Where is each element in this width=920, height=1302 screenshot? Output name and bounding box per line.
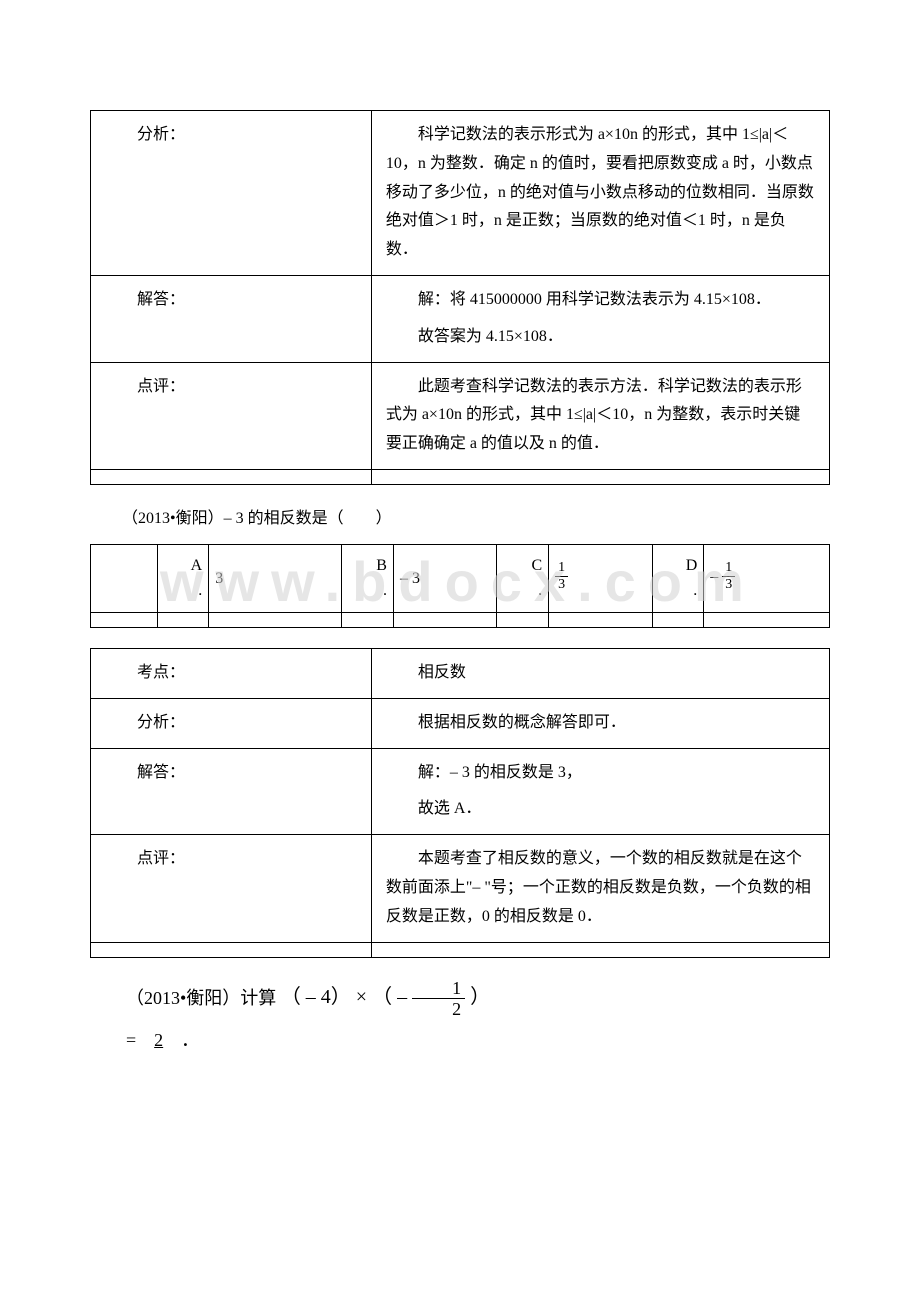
fraction: 1 3 [555,560,568,592]
row-label: 解答： [91,748,372,835]
mc-option-letter: D. [652,544,704,612]
content-paragraph: 故选 A． [386,795,815,824]
row-content: 解：将 415000000 用科学记数法表示为 4.15×108． 故答案为 4… [371,275,829,362]
mc-option-value: – 1 3 [704,544,830,612]
content-paragraph: 故答案为 4.15×108． [386,323,815,352]
row-content: 根据相反数的概念解答即可． [371,698,829,748]
table-row: 解答： 解：将 415000000 用科学记数法表示为 4.15×108． 故答… [91,275,830,362]
fraction-numerator: 1 [412,978,465,1000]
mc-option-letter: B. [342,544,394,612]
fraction: 1 3 [722,560,735,592]
table-row: 点评： 本题考查了相反数的意义，一个数的相反数就是在这个数前面添上"– "号；一… [91,835,830,942]
explanation-table-1: 分析： 科学记数法的表示形式为 a×10n 的形式，其中 1≤|a|＜10，n … [90,110,830,485]
fraction-numerator: 1 [555,560,568,576]
mc-option-letter: C. [497,544,549,612]
empty-cell [371,942,829,957]
row-label: 点评： [91,835,372,942]
table-row: 分析： 根据相反数的概念解答即可． [91,698,830,748]
answer-line: = 2 ． [90,1026,830,1052]
answer-suffix: ． [163,1030,199,1050]
mc-option-letter: A. [157,544,209,612]
fraction-denominator: 3 [722,577,735,592]
row-label: 分析： [91,111,372,276]
content-paragraph: 解：将 415000000 用科学记数法表示为 4.15×108． [386,286,815,315]
mc-option-value: 3 [209,544,342,612]
mc-spacer [91,544,158,612]
fraction-numerator: 1 [722,560,735,576]
row-label: 点评： [91,362,372,469]
multiple-choice-table: A. 3 B. – 3 C. 1 3 D. – 1 3 [90,544,830,628]
question-prefix: （2013•衡阳）计算 [126,987,276,1007]
content-paragraph: 根据相反数的概念解答即可． [386,709,815,738]
empty-cell [91,942,372,957]
expr-right: ） [470,986,490,1008]
empty-cell [371,469,829,484]
row-content: 解：– 3 的相反数是 3， 故选 A． [371,748,829,835]
mc-option-value: – 3 [393,544,496,612]
row-content: 本题考查了相反数的意义，一个数的相反数就是在这个数前面添上"– "号；一个正数的… [371,835,829,942]
table-row: 点评： 此题考查科学记数法的表示方法．科学记数法的表示形式为 a×10n 的形式… [91,362,830,469]
content-paragraph: 科学记数法的表示形式为 a×10n 的形式，其中 1≤|a|＜10，n 为整数．… [386,121,815,265]
row-label: 解答： [91,275,372,362]
fraction-denominator: 2 [412,999,465,1020]
mc-option-value: 1 3 [549,544,652,612]
content-paragraph: 本题考查了相反数的意义，一个数的相反数就是在这个数前面添上"– "号；一个正数的… [386,845,815,931]
row-content: 科学记数法的表示形式为 a×10n 的形式，其中 1≤|a|＜10，n 为整数．… [371,111,829,276]
answer-prefix: = [126,1030,154,1050]
row-label: 考点： [91,648,372,698]
content-paragraph: 解：– 3 的相反数是 3， [386,759,815,788]
expr-left: （ – 4） × （ – [281,986,407,1008]
answer-value: 2 [154,1030,163,1050]
content-paragraph: 此题考查科学记数法的表示方法．科学记数法的表示形式为 a×10n 的形式，其中 … [386,373,815,459]
row-label: 分析： [91,698,372,748]
mc-empty-row [91,612,830,627]
empty-cell [91,469,372,484]
fraction: 1 2 [412,978,465,1020]
question-text: （2013•衡阳）计算 （ – 4） × （ – 1 2 ） [90,978,830,1020]
table-row: 解答： 解：– 3 的相反数是 3， 故选 A． [91,748,830,835]
table-row: 分析： 科学记数法的表示形式为 a×10n 的形式，其中 1≤|a|＜10，n … [91,111,830,276]
table-row: 考点： 相反数 [91,648,830,698]
explanation-table-2: 考点： 相反数 分析： 根据相反数的概念解答即可． 解答： 解：– 3 的相反数… [90,648,830,958]
fraction-denominator: 3 [555,577,568,592]
row-content: 此题考查科学记数法的表示方法．科学记数法的表示形式为 a×10n 的形式，其中 … [371,362,829,469]
question-text: （2013•衡阳）– 3 的相反数是（ ） [90,505,830,534]
minus-sign: – [710,569,718,586]
content-paragraph: 相反数 [386,659,815,688]
table-empty-row [91,469,830,484]
row-content: 相反数 [371,648,829,698]
table-empty-row [91,942,830,957]
mc-row: A. 3 B. – 3 C. 1 3 D. – 1 3 [91,544,830,612]
